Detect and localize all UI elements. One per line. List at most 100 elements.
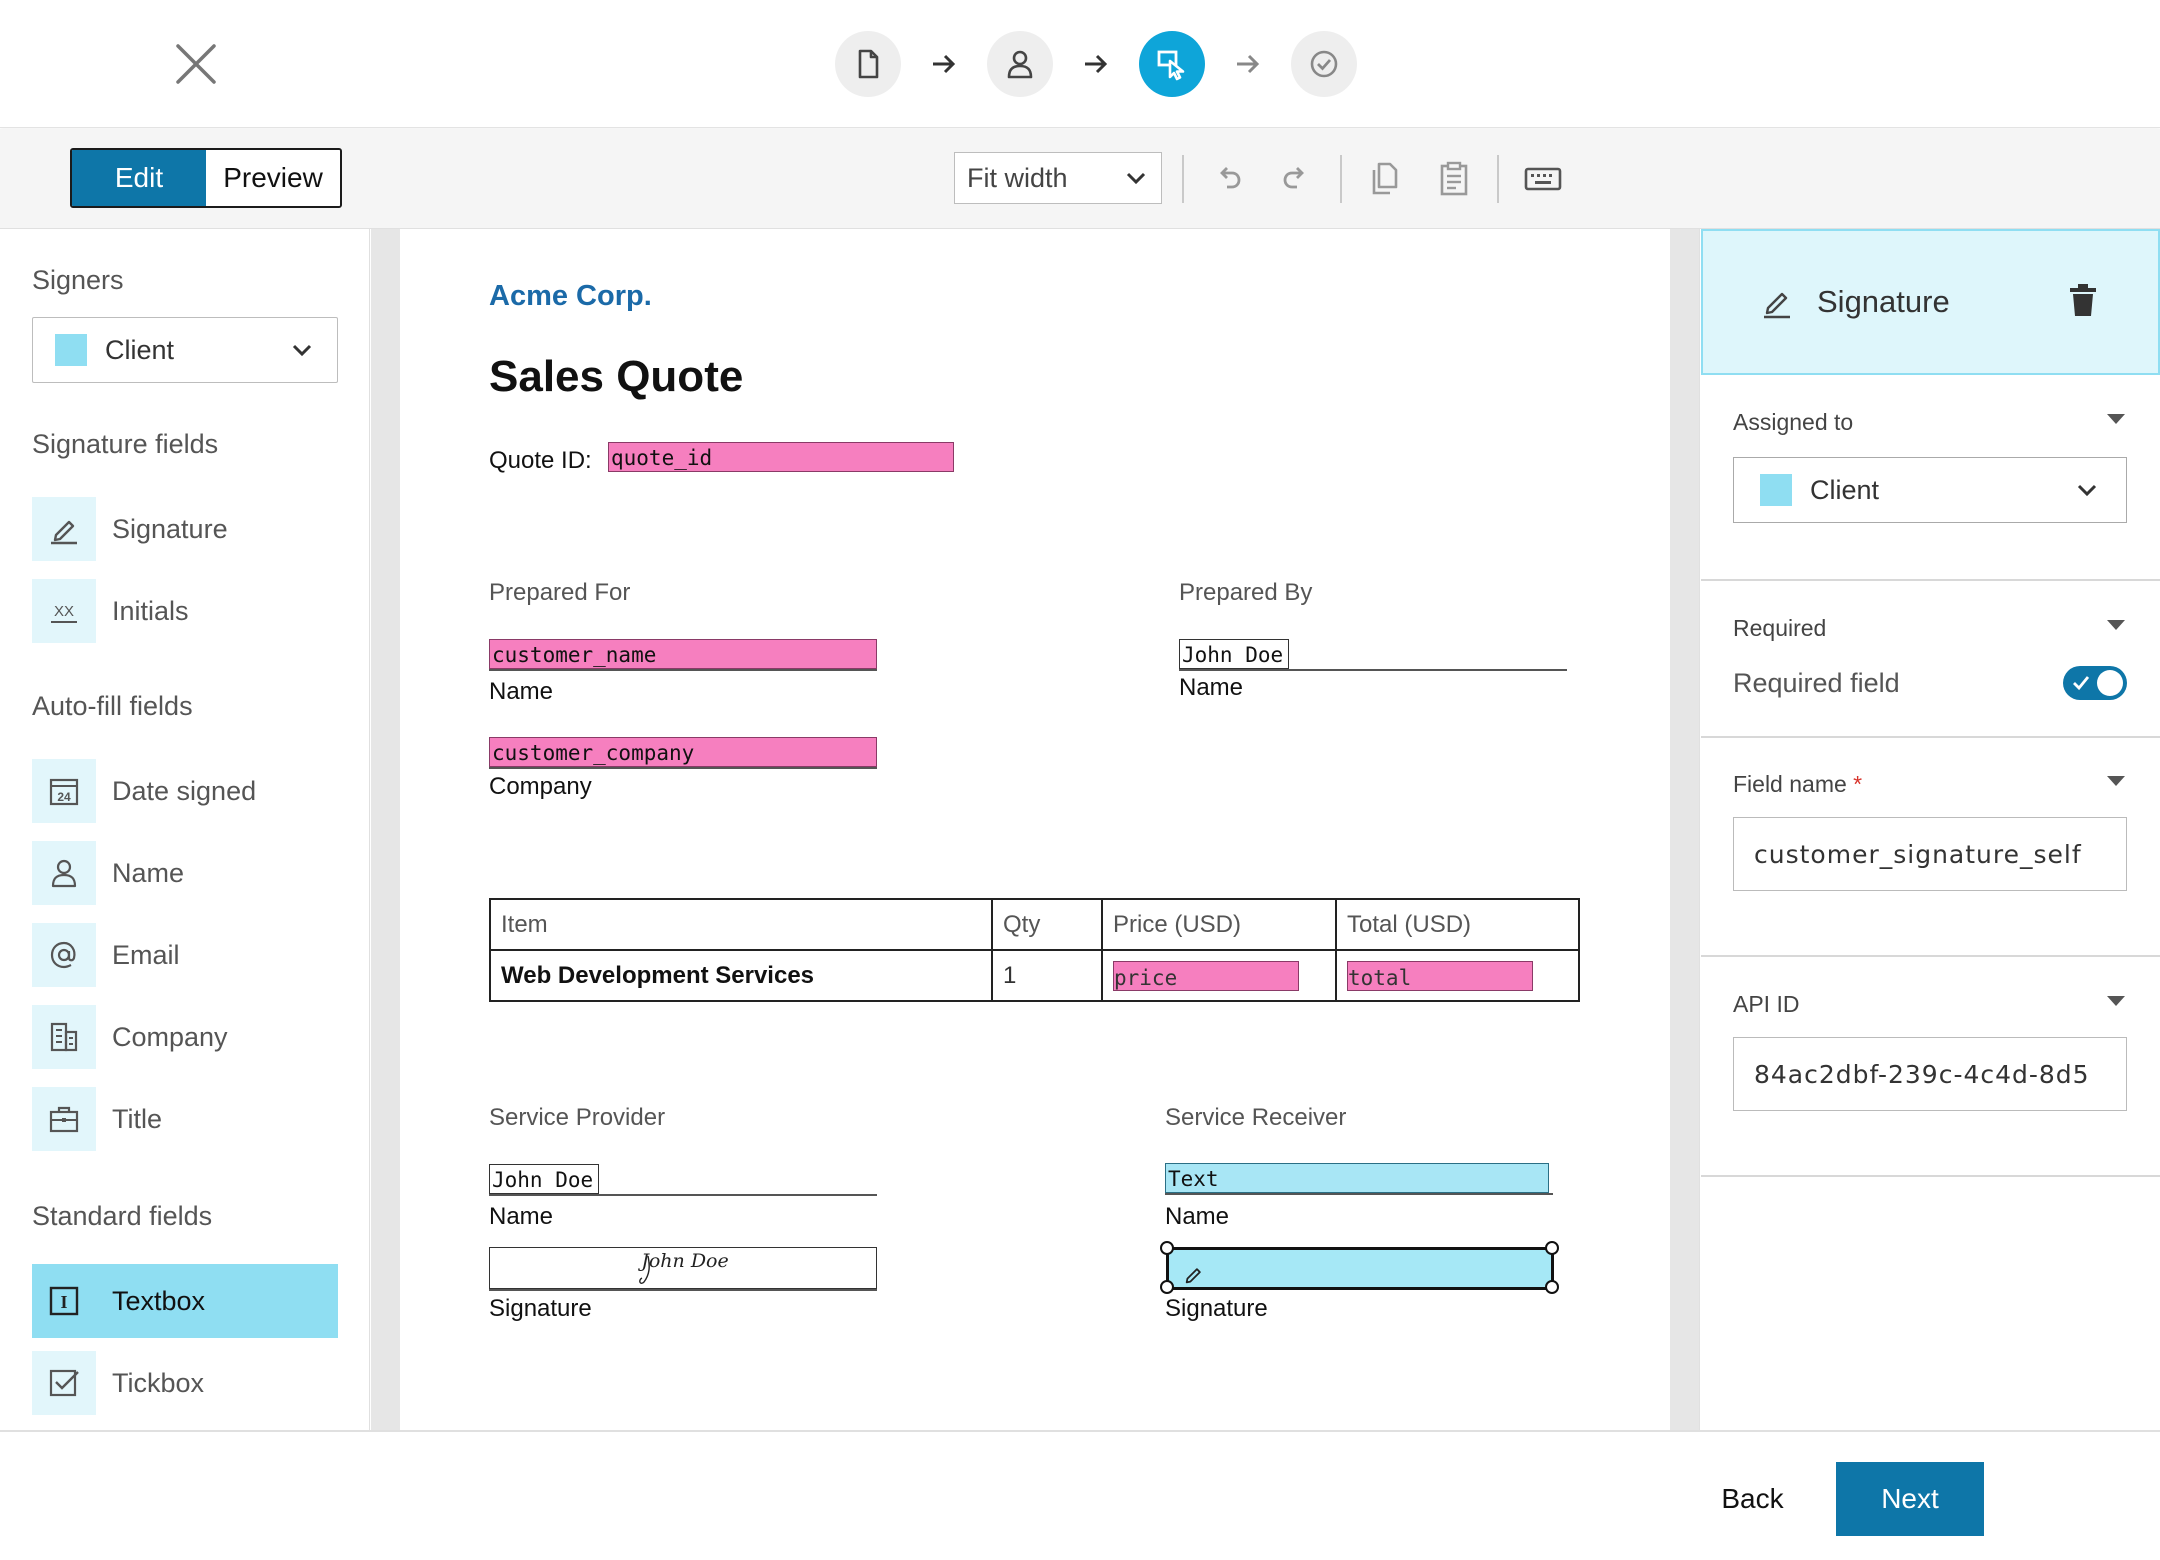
- section-divider: [1701, 955, 2160, 957]
- palette-email-label: Email: [112, 939, 180, 970]
- receiver-name-field[interactable]: Text: [1165, 1163, 1549, 1193]
- resize-handle[interactable]: [1160, 1280, 1174, 1294]
- zoom-select[interactable]: Fit width: [954, 152, 1162, 204]
- signature-text: John Doe: [637, 1250, 729, 1272]
- api-id-input[interactable]: 84ac2dbf-239c-4c4d-8d5: [1733, 1037, 2127, 1111]
- toolbar-divider: [1497, 155, 1499, 203]
- palette-name[interactable]: Name: [32, 839, 338, 907]
- redo-icon: [1283, 167, 1304, 189]
- signers-title: Signers: [32, 265, 124, 295]
- checkbox-icon: [32, 1351, 96, 1415]
- palette-email[interactable]: Email: [32, 921, 338, 989]
- delete-field-button[interactable]: [2064, 281, 2102, 324]
- api-id-title: API ID: [1733, 991, 1800, 1017]
- properties-header: Signature: [1701, 229, 2160, 375]
- caret-down-icon[interactable]: [2105, 774, 2127, 788]
- palette-date-signed-label: Date signed: [112, 775, 257, 806]
- close-icon: [176, 44, 216, 84]
- arrow-right-icon: [1237, 54, 1260, 74]
- palette-name-label: Name: [112, 857, 185, 888]
- caret-down-icon[interactable]: [2105, 994, 2127, 1008]
- calendar-number: 24: [57, 790, 71, 804]
- resize-handle[interactable]: [1545, 1241, 1559, 1255]
- table-header: Total (USD): [1335, 898, 1580, 951]
- assigned-value: Client: [1810, 474, 1880, 505]
- field-properties-panel: [1699, 229, 2160, 1430]
- step-review[interactable]: [1291, 31, 1357, 97]
- signature-fields-title: Signature fields: [32, 429, 219, 459]
- autofill-fields-title: Auto-fill fields: [32, 691, 193, 721]
- palette-title[interactable]: Title: [32, 1085, 338, 1153]
- textbox-glyph: I: [60, 1292, 67, 1312]
- arrow-right-icon: [933, 54, 956, 74]
- provider-signature-field[interactable]: John Doe: [489, 1247, 877, 1289]
- service-provider-label: Service Provider: [489, 1104, 666, 1131]
- toolbar-divider: [1182, 155, 1184, 203]
- table-header-row: Item Qty Price (USD) Total (USD): [489, 898, 1580, 951]
- palette-tickbox[interactable]: Tickbox: [32, 1349, 338, 1417]
- name-label: Name: [1179, 674, 1244, 701]
- keyboard-shortcuts-button[interactable]: [1522, 158, 1564, 200]
- company-label: Company: [489, 773, 592, 800]
- signature-line: [489, 1194, 877, 1196]
- price-field[interactable]: price: [1113, 960, 1299, 991]
- table-header: Qty: [991, 898, 1103, 951]
- step-place-fields[interactable]: [1139, 31, 1205, 97]
- undo-button[interactable]: [1207, 158, 1249, 200]
- caret-down-icon[interactable]: [2105, 618, 2127, 632]
- step-document[interactable]: [835, 31, 901, 97]
- textbox-icon: I: [32, 1264, 96, 1338]
- palette-initials[interactable]: XX Initials: [32, 577, 338, 645]
- palette-title-label: Title: [112, 1103, 163, 1134]
- preview-button[interactable]: Preview: [206, 150, 340, 206]
- price-cell: price: [1101, 949, 1337, 1002]
- palette-date-signed[interactable]: 24 Date signed: [32, 757, 338, 825]
- prepared-for-label: Prepared For: [489, 579, 631, 606]
- required-toggle[interactable]: [2063, 666, 2127, 700]
- initials-glyph: XX: [54, 603, 74, 620]
- initials-icon: XX: [32, 579, 96, 643]
- required-title: Required: [1733, 615, 1827, 641]
- customer-company-field[interactable]: customer_company: [489, 737, 877, 767]
- edit-button[interactable]: Edit: [72, 150, 206, 206]
- resize-handle[interactable]: [1160, 1241, 1174, 1255]
- caret-down-icon[interactable]: [2105, 412, 2127, 426]
- assigned-to-select[interactable]: Client: [1733, 457, 2127, 523]
- back-button[interactable]: Back: [1700, 1462, 1805, 1536]
- field-name-title: Field name *: [1733, 771, 1862, 798]
- table-header: Item: [489, 898, 993, 951]
- palette-company[interactable]: Company: [32, 1003, 338, 1071]
- copy-button[interactable]: [1364, 158, 1406, 200]
- assigned-to-title: Assigned to: [1733, 409, 1854, 435]
- total-cell: total: [1335, 949, 1580, 1002]
- field-name-input[interactable]: customer_signature_self: [1733, 817, 2127, 891]
- receiver-signature-field[interactable]: [1166, 1247, 1554, 1290]
- redo-button[interactable]: [1275, 158, 1317, 200]
- progress-steps: [835, 31, 1357, 97]
- resize-handle[interactable]: [1545, 1280, 1559, 1294]
- undo-icon: [1220, 167, 1241, 189]
- paste-button[interactable]: [1433, 158, 1475, 200]
- zoom-value: Fit width: [967, 162, 1068, 193]
- next-button[interactable]: Next: [1836, 1462, 1984, 1536]
- signer-select[interactable]: Client: [32, 317, 338, 383]
- signer-color-swatch: [1760, 474, 1792, 506]
- trash-icon: [2070, 283, 2096, 316]
- quote-id-field[interactable]: quote_id: [608, 442, 954, 472]
- total-field[interactable]: total: [1347, 960, 1533, 991]
- section-divider: [1701, 736, 2160, 738]
- at-sign-icon: [32, 923, 96, 987]
- document-icon: [858, 49, 879, 79]
- close-button[interactable]: [170, 38, 222, 90]
- name-label: Name: [489, 1203, 554, 1230]
- toolbar: Edit Preview Fit width: [0, 129, 2160, 229]
- palette-textbox[interactable]: I Textbox: [32, 1264, 338, 1338]
- signature-line: [489, 669, 877, 671]
- field-palette: Signers Client Signature fields Signatur…: [0, 229, 370, 1430]
- provider-name-field[interactable]: John Doe: [489, 1164, 599, 1194]
- customer-name-field[interactable]: customer_name: [489, 639, 877, 669]
- prepared-by-name-field[interactable]: John Doe: [1179, 639, 1289, 669]
- required-star: *: [1853, 771, 1863, 797]
- palette-signature[interactable]: Signature: [32, 495, 338, 563]
- step-signers[interactable]: [987, 31, 1053, 97]
